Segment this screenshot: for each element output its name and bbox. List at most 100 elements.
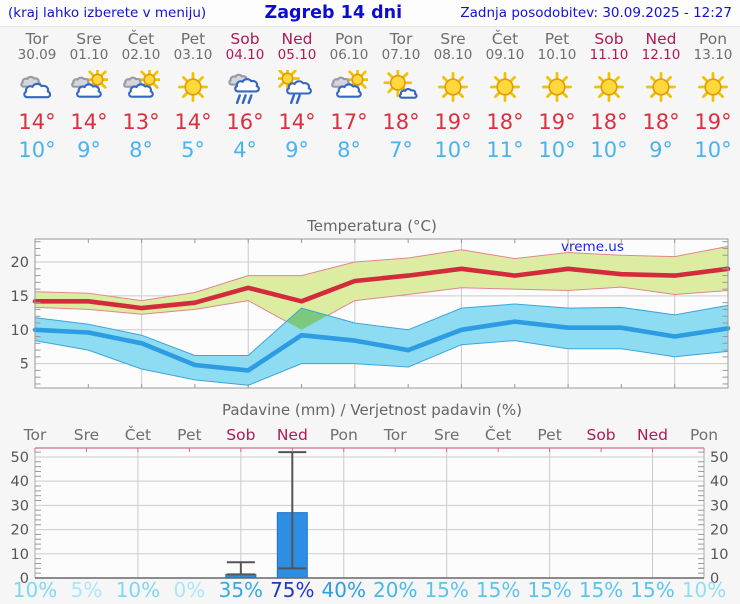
temp-ytick-label: 15 (11, 289, 29, 305)
sunny-icon (427, 67, 479, 107)
tmax-value: 18° (642, 110, 680, 134)
tmax-value: 18° (486, 110, 524, 134)
days-strip: Tor 30.09 14° 10° Sre 01.10 14° 9° Čet 02.10 13° 8°… (11, 31, 739, 164)
precip-day-label: Sob (226, 426, 255, 444)
tmin-value: 10° (590, 138, 628, 162)
day-column: Pon 06.10 17° 8° (323, 31, 375, 164)
sunny-icon (531, 67, 583, 107)
precipitation-chart-svg: Padavine (mm) / Verjetnost padavin (%) To… (11, 401, 729, 602)
tmax-value: 19° (538, 110, 576, 134)
probability-label: 75% (270, 578, 314, 600)
tmax-band (35, 246, 728, 330)
probability-label: 0% (174, 578, 206, 600)
probability-label: 15% (476, 578, 520, 600)
probability-label: 35% (219, 578, 263, 600)
precip-chart-title: Padavine (mm) / Verjetnost padavin (%) (222, 401, 522, 419)
sun-small-cloud-icon (375, 67, 427, 107)
day-date: 30.09 (17, 47, 57, 63)
probability-label: 15% (630, 578, 674, 600)
day-column: Pet 10.10 19° 10° (531, 31, 583, 164)
temp-chart-title: Temperatura (°C) (306, 217, 437, 235)
day-name: Sob (230, 30, 260, 48)
precip-day-label: Čet (125, 425, 151, 444)
tmin-value: 8° (129, 138, 153, 162)
tmin-value: 9° (649, 138, 673, 162)
tmax-value: 14° (18, 110, 56, 134)
precip-day-label: Pon (330, 426, 358, 444)
last-update: Zadnja posodobitev: 30.09.2025 - 12:27 (460, 5, 732, 21)
header: (kraj lahko izberete v meniju) Zagreb 14… (0, 0, 740, 27)
day-column: Ned 05.10 14° 9° (271, 31, 323, 164)
precip-day-label: Ned (277, 426, 308, 444)
day-name: Tor (25, 30, 49, 48)
precip-ytick-label-left: 0 (20, 571, 29, 587)
tmax-value: 14° (70, 110, 108, 134)
tmax-line (32, 266, 731, 311)
probability-label: 15% (579, 578, 623, 600)
tmin-value: 9° (285, 138, 309, 162)
precip-plot-bg (35, 448, 704, 578)
day-name: Pet (544, 30, 570, 48)
day-name: Sre (76, 30, 102, 48)
temp-ytick-label: 20 (11, 255, 29, 271)
precip-day-label: Sob (586, 426, 615, 444)
temperature-chart: Temperatura (°C) 5 10 15 20 (0, 212, 740, 402)
sunny-icon (687, 67, 739, 107)
day-date: 13.10 (693, 47, 733, 63)
probability-label: 10% (116, 578, 160, 600)
probability-label: 5% (71, 578, 103, 600)
tmin-line (32, 319, 731, 373)
tmin-value: 11° (486, 138, 524, 162)
sun-cloud-icon (323, 67, 375, 107)
precip-ytick-label-left: 30 (11, 498, 29, 514)
tmax-value: 19° (434, 110, 472, 134)
tmin-value: 7° (389, 138, 413, 162)
day-date: 03.10 (173, 47, 213, 63)
tmin-band-upper-edge (34, 303, 729, 356)
band-overlap (286, 308, 328, 330)
day-name: Čet (127, 30, 155, 48)
precip-ytick-label-right: 30 (710, 498, 728, 514)
tmin-value: 10° (18, 138, 56, 162)
menu-hint: (kraj lahko izberete v meniju) (8, 5, 207, 21)
precip-ytick-label-left: 50 (11, 450, 29, 466)
precip-ytick-label-right: 50 (710, 450, 728, 466)
day-column: Sre 01.10 14° 9° (63, 31, 115, 164)
tmax-value: 19° (694, 110, 732, 134)
precip-ytick-label-left: 20 (11, 523, 29, 539)
precip-day-label: Sre (74, 426, 99, 444)
day-date: 09.10 (485, 47, 525, 63)
day-column: Tor 30.09 14° 10° (11, 31, 63, 164)
precip-ytick-label-left: 40 (11, 474, 29, 490)
precip-day-label: Sre (434, 426, 459, 444)
cloudy-icon (11, 67, 63, 107)
precipitation-chart: Padavine (mm) / Verjetnost padavin (%) To… (0, 398, 740, 604)
day-name: Ned (281, 30, 313, 48)
precip-ytick-label-right: 0 (710, 571, 719, 587)
tmin-value: 8° (337, 138, 361, 162)
day-date: 05.10 (277, 47, 317, 63)
sun-cloud-icon (63, 67, 115, 107)
tmax-value: 14° (174, 110, 212, 134)
precip-day-label: Pet (177, 426, 201, 444)
probability-label: 10% (682, 578, 726, 600)
tmax-value: 14° (278, 110, 316, 134)
day-date: 10.10 (537, 47, 577, 63)
temp-ytick-label: 5 (20, 357, 29, 373)
tmax-value: 16° (226, 110, 264, 134)
day-date: 11.10 (589, 47, 629, 63)
precip-ytick-label-left: 10 (11, 547, 29, 563)
day-column: Čet 09.10 18° 11° (479, 31, 531, 164)
probability-label: 15% (527, 578, 571, 600)
day-name: Pon (334, 30, 364, 48)
rain-icon (219, 67, 271, 107)
probability-label: 10% (13, 578, 57, 600)
day-column: Sre 08.10 19° 10° (427, 31, 479, 164)
temp-plot-border (34, 238, 729, 389)
tmin-value: 10° (434, 138, 472, 162)
day-column: Ned 12.10 18° 9° (635, 31, 687, 164)
sunny-icon (167, 67, 219, 107)
watermark-link[interactable]: vreme.us (561, 239, 624, 255)
tmax-value: 18° (590, 110, 628, 134)
tmin-value: 4° (233, 138, 257, 162)
